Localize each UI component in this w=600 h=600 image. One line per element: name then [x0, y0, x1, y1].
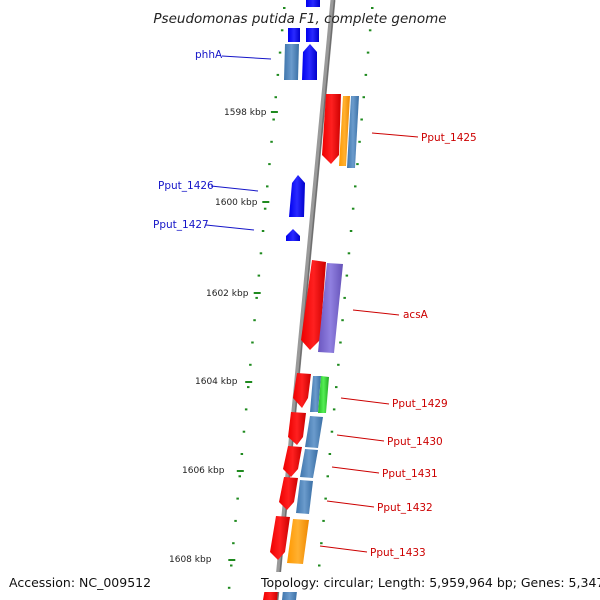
Pput-1426-gene-arrow[interactable]	[289, 175, 305, 217]
Pput-1430-gene-steel	[305, 416, 323, 448]
Pput-1433-connector	[319, 545, 368, 553]
label-connectors	[205, 55, 419, 553]
kbp-label: 1604 kbp	[195, 377, 238, 387]
gene-block-blue	[306, 0, 320, 7]
Pput-1427-connector	[205, 224, 255, 231]
kbp-scale: 1598 kbp 1600 kbp 1602 kbp 1604 kbp 1606…	[169, 108, 267, 565]
gene-block-blue	[288, 28, 300, 42]
Pput-1430-gene-arrow[interactable]	[288, 412, 306, 445]
Pput-1431-gene-arrow[interactable]	[283, 446, 302, 477]
Pput-1429-gene-arrow[interactable]	[293, 373, 311, 408]
gene-label-Pput-1430[interactable]: Pput_1430	[387, 436, 443, 448]
gene-block-blue	[306, 28, 319, 42]
gene-label-Pput-1432[interactable]: Pput_1432	[377, 502, 433, 514]
kbp-label: 1606 kbp	[182, 466, 225, 476]
gene-label-Pput-1426[interactable]: Pput_1426	[158, 180, 214, 192]
gene-label-Pput-1429[interactable]: Pput_1429	[392, 398, 448, 410]
Pput-1432-connector	[326, 500, 375, 508]
tick-marks	[227, 7, 374, 589]
phhA-connector	[221, 55, 272, 60]
kbp-label: 1600 kbp	[215, 198, 258, 208]
Pput-1430-connector	[336, 434, 385, 442]
acsA-connector	[352, 309, 400, 316]
topology-text: Topology: circular; Length: 5,959,964 bp…	[260, 575, 600, 590]
kbp-label: 1598 kbp	[224, 108, 267, 118]
Pput-1425-gene-orange	[339, 96, 350, 166]
Pput-1431-connector	[331, 466, 380, 474]
kbp-label: 1608 kbp	[169, 555, 212, 565]
gene-label-acsA[interactable]: acsA	[403, 309, 429, 321]
acsA-gene-arrow[interactable]	[301, 260, 326, 350]
footer-backdrop	[256, 572, 600, 592]
Pput-1429-gene-steel	[310, 376, 321, 412]
genome-title: Pseudomonas putida F1, complete genome	[153, 11, 446, 27]
Pput-1432-gene-steel	[296, 480, 313, 514]
gene-label-phhA[interactable]: phhA	[195, 49, 223, 61]
accession-text: Accession: NC_009512	[9, 575, 151, 590]
Pput-1425-gene-arrow[interactable]	[322, 94, 341, 164]
gene-features	[263, 0, 359, 600]
phhA-gene-arrow[interactable]	[302, 44, 317, 80]
Pput-1429-connector	[340, 397, 390, 405]
gene-label-Pput-1431[interactable]: Pput_1431	[382, 468, 438, 480]
Pput-1431-gene-steel	[300, 449, 318, 478]
Pput-1425-connector	[371, 132, 419, 138]
Pput-1426-connector	[210, 185, 259, 192]
Pput-1432-gene-arrow[interactable]	[279, 477, 298, 510]
Pput-1433-gene-orange	[287, 519, 309, 564]
gene-label-Pput-1433[interactable]: Pput_1433	[370, 547, 426, 559]
Pput-1429-gene-green	[318, 376, 329, 413]
right-gene-labels: Pput_1425 acsA Pput_1429 Pput_1430 Pput_…	[370, 132, 477, 559]
acsA-gene-purple	[318, 263, 343, 353]
Pput-1427-gene-arrow[interactable]	[286, 229, 300, 241]
Pput-1425-gene-steel	[347, 96, 359, 168]
gene-block-steel	[282, 590, 297, 600]
left-gene-labels: phhA Pput_1426 Pput_1427	[153, 49, 223, 231]
Pput-1433-gene-arrow[interactable]	[270, 516, 290, 560]
kbp-label: 1602 kbp	[206, 289, 249, 299]
gene-block-steel	[284, 44, 299, 80]
gene-label-Pput-1427[interactable]: Pput_1427	[153, 219, 209, 231]
gene-label-Pput-1425[interactable]: Pput_1425	[421, 132, 477, 144]
